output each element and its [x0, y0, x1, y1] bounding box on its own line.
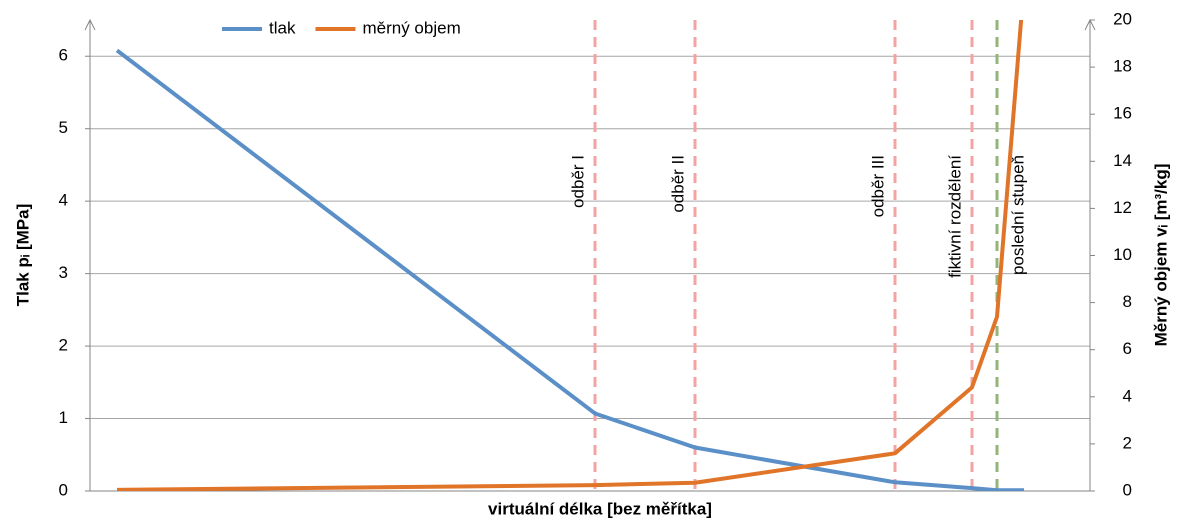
series-line: [116, 20, 1024, 491]
annotation-label: odběr II: [668, 155, 687, 213]
y2-tick-label: 2: [1123, 433, 1132, 452]
axis-arrow: [84, 18, 96, 31]
y-tick-label: 1: [59, 408, 68, 427]
x-axis-title: virtuální délka [bez měřítka]: [488, 499, 712, 518]
axis-arrow: [1084, 18, 1096, 31]
y2-tick-label: 4: [1123, 386, 1132, 405]
annotation-label: odběr III: [868, 155, 887, 217]
y2-tick-label: 6: [1123, 339, 1132, 358]
y-tick-label: 6: [59, 46, 68, 65]
y2-tick-label: 16: [1113, 104, 1132, 123]
y2-tick-label: 20: [1113, 9, 1132, 28]
annotation-label: odběr I: [568, 155, 587, 208]
annotation-label: fiktivní rozdělení: [945, 155, 964, 278]
y-tick-label: 3: [59, 263, 68, 282]
annotation-label: poslední stupeň: [1008, 155, 1027, 275]
y-axis-title: Tlak pᵢ [MPa]: [13, 204, 32, 307]
y-tick-label: 4: [59, 191, 68, 210]
y2-tick-label: 14: [1113, 151, 1132, 170]
y2-axis-title: Měrný objem vᵢ [m³/kg]: [1151, 164, 1170, 347]
y2-tick-label: 0: [1123, 480, 1132, 499]
plot: [115, 20, 1024, 491]
y2-tick-label: 18: [1113, 57, 1132, 76]
y2-tick-label: 12: [1113, 198, 1132, 217]
legend-label: tlak: [269, 18, 296, 37]
y-tick-label: 0: [59, 480, 68, 499]
series-line: [115, 48, 1024, 491]
y-tick-label: 2: [59, 336, 68, 355]
y-tick-label: 5: [59, 118, 68, 137]
y2-tick-label: 10: [1113, 245, 1132, 264]
y2-tick-label: 8: [1123, 292, 1132, 311]
legend-label: měrný objem: [362, 18, 460, 37]
